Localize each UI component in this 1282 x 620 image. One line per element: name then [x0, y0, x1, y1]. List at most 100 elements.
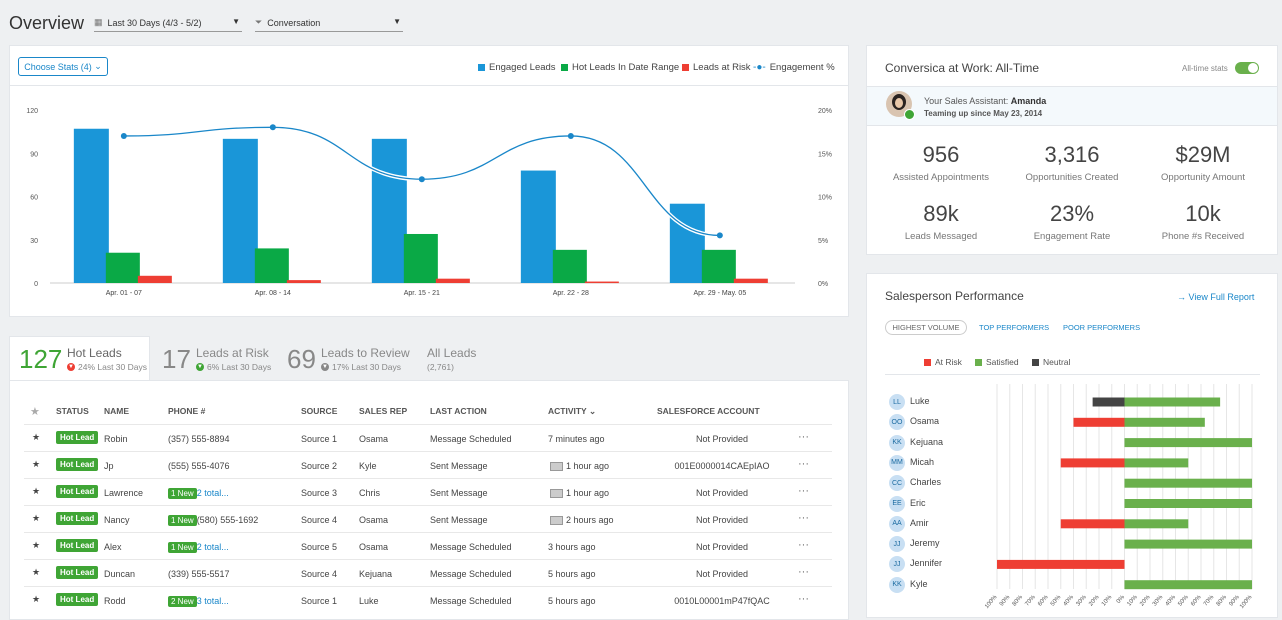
- tab-hot-leads-bg: [9, 336, 150, 380]
- salesperson-name[interactable]: Osama: [910, 416, 940, 427]
- bar-engaged-leads: [669, 203, 705, 283]
- lead-name[interactable]: Alex: [104, 542, 122, 552]
- phone-value[interactable]: 2 total...: [196, 488, 229, 498]
- star-header-icon[interactable]: ★: [30, 406, 40, 418]
- salesperson-name[interactable]: Kyle: [910, 578, 928, 589]
- arrow-right-icon: →: [1177, 292, 1186, 302]
- y-tick-label: 30: [30, 238, 38, 245]
- salesforce-account[interactable]: 001E0000014CAEpIAO: [674, 461, 770, 471]
- more-icon[interactable]: ···: [798, 458, 809, 470]
- table-row[interactable]: ★ Hot Lead Nancy 1 New (580) 555-1692 Sou…: [24, 505, 832, 532]
- bar-hot-leads-in-date-range: [701, 249, 736, 283]
- salesforce-account: Not Provided: [695, 569, 749, 579]
- view-dropdown[interactable]: ⏷ Conversation ▼: [255, 14, 403, 32]
- col-status[interactable]: STATUS: [56, 406, 89, 416]
- legend-hot[interactable]: Hot Leads In Date Range: [561, 62, 679, 73]
- date-range-dropdown[interactable]: ▦ Last 30 Days (4/3 - 5/2) ▼: [94, 14, 242, 32]
- at-work-title: Conversica at Work: All-Time: [885, 61, 1040, 75]
- filter-highest-volume[interactable]: HIGHEST VOLUME: [885, 320, 967, 335]
- col-phone[interactable]: PHONE #: [168, 406, 206, 416]
- legend-engaged[interactable]: Engaged Leads: [478, 62, 556, 73]
- phone-value[interactable]: 3 total...: [196, 596, 229, 606]
- toggle-label: All-time stats: [1182, 64, 1228, 73]
- legend-risk[interactable]: Leads at Risk: [682, 62, 751, 73]
- assistant-label: Your Sales Assistant: Amanda: [924, 96, 1047, 106]
- status-badge: Hot Lead: [56, 566, 99, 579]
- salesperson-name[interactable]: Amir: [910, 517, 929, 528]
- engagement-point: [567, 132, 574, 139]
- col-name[interactable]: NAME: [104, 406, 130, 416]
- salesperson-name[interactable]: Eric: [910, 497, 926, 508]
- lead-name[interactable]: Robin: [104, 434, 128, 444]
- phone-value[interactable]: 2 total...: [196, 542, 229, 552]
- tab-all-leads[interactable]: All Leads (2,761): [427, 346, 477, 372]
- avatar: CC: [889, 475, 905, 492]
- lead-name[interactable]: Jp: [104, 461, 114, 471]
- col-sales-rep[interactable]: SALES REP: [359, 406, 408, 416]
- col-salesforce[interactable]: SALESFORCE ACCOUNT: [657, 406, 760, 416]
- y-tick-label: 60: [30, 195, 38, 202]
- salesperson-name[interactable]: Kejuana: [910, 436, 944, 447]
- lead-name[interactable]: Rodd: [104, 596, 126, 606]
- assistant-bar: [867, 86, 1277, 126]
- bar-hot-leads-in-date-range: [254, 248, 289, 283]
- engagement-point: [418, 176, 425, 183]
- star-icon[interactable]: ★: [32, 486, 41, 496]
- more-icon[interactable]: ···: [798, 512, 809, 524]
- x-tick-label: 30%: [1075, 594, 1088, 608]
- legend-neutral: Neutral: [1032, 357, 1070, 367]
- col-source[interactable]: SOURCE: [301, 406, 338, 416]
- stat-label: Opportunity Amount: [1161, 172, 1245, 183]
- star-icon[interactable]: ★: [32, 567, 41, 577]
- source: Source 4: [301, 515, 338, 525]
- salesperson-name[interactable]: Micah: [910, 456, 935, 467]
- all-time-toggle[interactable]: [1235, 62, 1259, 74]
- bar-satisfied: [1124, 438, 1252, 448]
- salesperson-name[interactable]: Jennifer: [910, 558, 943, 569]
- star-icon[interactable]: ★: [32, 540, 41, 550]
- salesperson-name[interactable]: Luke: [910, 396, 930, 406]
- x-tick-label: 10%: [1101, 594, 1114, 608]
- activity: 1 hour ago: [566, 461, 610, 471]
- legend-engagement[interactable]: -●- Engagement %: [753, 62, 835, 73]
- bar-satisfied: [1124, 458, 1189, 468]
- filter-poor-performers[interactable]: POOR PERFORMERS: [1063, 323, 1141, 332]
- table-row[interactable]: ★ Hot Lead Lawrence 1 New 2 total... Sour…: [24, 478, 832, 505]
- tab-leads-to-review[interactable]: 69 Leads to Review ▼ 17% Last 30 Days: [287, 344, 410, 374]
- col-last-action[interactable]: LAST ACTION: [430, 406, 487, 416]
- col-activity[interactable]: ACTIVITY ⌄: [548, 406, 597, 416]
- status-badge: Hot Lead: [56, 593, 99, 606]
- table-row[interactable]: ★ Hot Lead Robin (357) 555-8894 Source 1…: [24, 424, 832, 451]
- table-row[interactable]: ★ Hot Lead Rodd 2 New 3 total... Source 1…: [24, 586, 832, 613]
- phone-cell: 1 New (580) 555-1692: [168, 515, 258, 526]
- salesforce-account[interactable]: 0010L00001mP47fQAC: [674, 596, 770, 606]
- table-row[interactable]: ★ Hot Lead Duncan (339) 555-5517 Source …: [24, 559, 832, 586]
- view-full-report-link[interactable]: → View Full Report: [1177, 292, 1255, 302]
- source: Source 3: [301, 488, 338, 498]
- star-icon[interactable]: ★: [32, 513, 41, 523]
- salesperson-name[interactable]: Jeremy: [910, 538, 940, 549]
- lead-name[interactable]: Lawrence: [104, 488, 144, 498]
- x-tick-label: 0%: [1116, 594, 1127, 605]
- salesperson-name[interactable]: Charles: [910, 477, 942, 488]
- more-icon[interactable]: ···: [798, 593, 809, 605]
- divider: [885, 374, 1260, 375]
- more-icon[interactable]: ···: [798, 485, 809, 497]
- chevron-down-icon: ▼: [232, 17, 240, 26]
- table-row[interactable]: ★ Hot Lead Alex 1 New 2 total... Source 5…: [24, 532, 832, 559]
- assistant-avatar: [886, 91, 912, 117]
- table-row[interactable]: ★ Hot Lead Jp (555) 555-4076 Source 2 Ky…: [24, 451, 832, 478]
- more-icon[interactable]: ···: [798, 431, 809, 443]
- more-icon[interactable]: ···: [798, 539, 809, 551]
- choose-stats-button[interactable]: Choose Stats (4) ⌄: [18, 57, 108, 76]
- lead-name[interactable]: Nancy: [104, 515, 130, 525]
- lead-name[interactable]: Duncan: [104, 569, 136, 579]
- star-icon[interactable]: ★: [32, 432, 41, 442]
- tab-leads-at-risk[interactable]: 17 Leads at Risk ▼ 6% Last 30 Days: [162, 344, 272, 374]
- star-icon[interactable]: ★: [32, 459, 41, 469]
- filter-top-performers[interactable]: TOP PERFORMERS: [979, 323, 1050, 332]
- more-icon[interactable]: ···: [798, 566, 809, 578]
- star-icon[interactable]: ★: [32, 594, 41, 604]
- x-tick-label: 100%: [1239, 594, 1254, 610]
- tab-hot-leads[interactable]: 127 Hot Leads ▼ 24% Last 30 Days: [19, 344, 147, 374]
